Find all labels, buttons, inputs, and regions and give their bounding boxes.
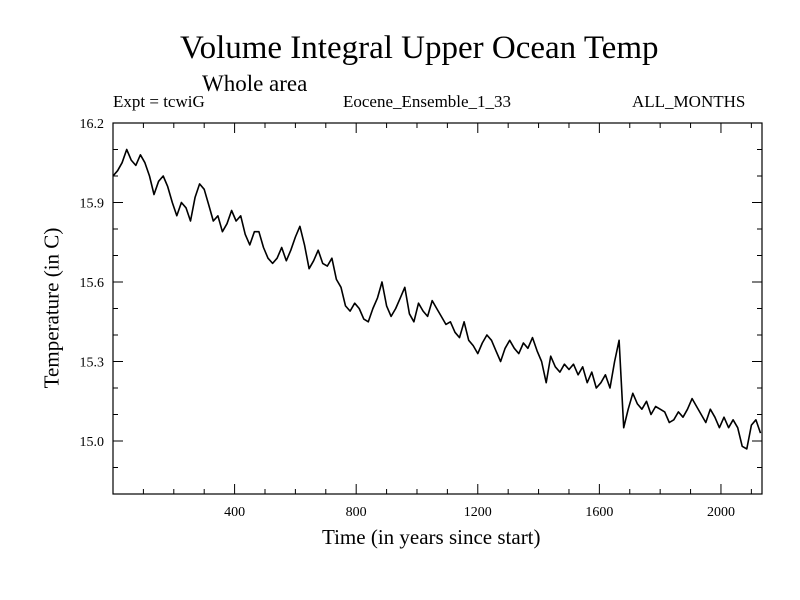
x-tick-label: 2000 xyxy=(707,505,735,520)
y-tick-label: 15.3 xyxy=(80,356,105,371)
y-tick-label: 15.6 xyxy=(80,276,105,291)
series-group xyxy=(112,148,762,450)
axis-ticks: 400 800 1200 1600 2000 15.0 15.3 15.6 15.9 16.2 xyxy=(80,117,762,520)
y-tick-label: 15.9 xyxy=(80,197,105,212)
y-tick-label: 16.2 xyxy=(80,117,105,132)
series-line xyxy=(112,148,762,450)
x-axis-label: Time (in years since start) xyxy=(322,525,541,549)
months-label: ALL_MONTHS xyxy=(632,92,746,111)
x-tick-label: 1200 xyxy=(464,505,492,520)
x-tick-label: 400 xyxy=(224,505,245,520)
y-tick-label: 15.0 xyxy=(80,435,105,450)
ensemble-label: Eocene_Ensemble_1_33 xyxy=(343,92,512,111)
chart-subtitle: Whole area xyxy=(202,71,308,96)
x-tick-label: 800 xyxy=(346,505,367,520)
x-tick-label: 1600 xyxy=(585,505,613,520)
chart-title: Volume Integral Upper Ocean Temp xyxy=(180,30,659,66)
experiment-label: Expt = tcwiG xyxy=(113,92,205,111)
